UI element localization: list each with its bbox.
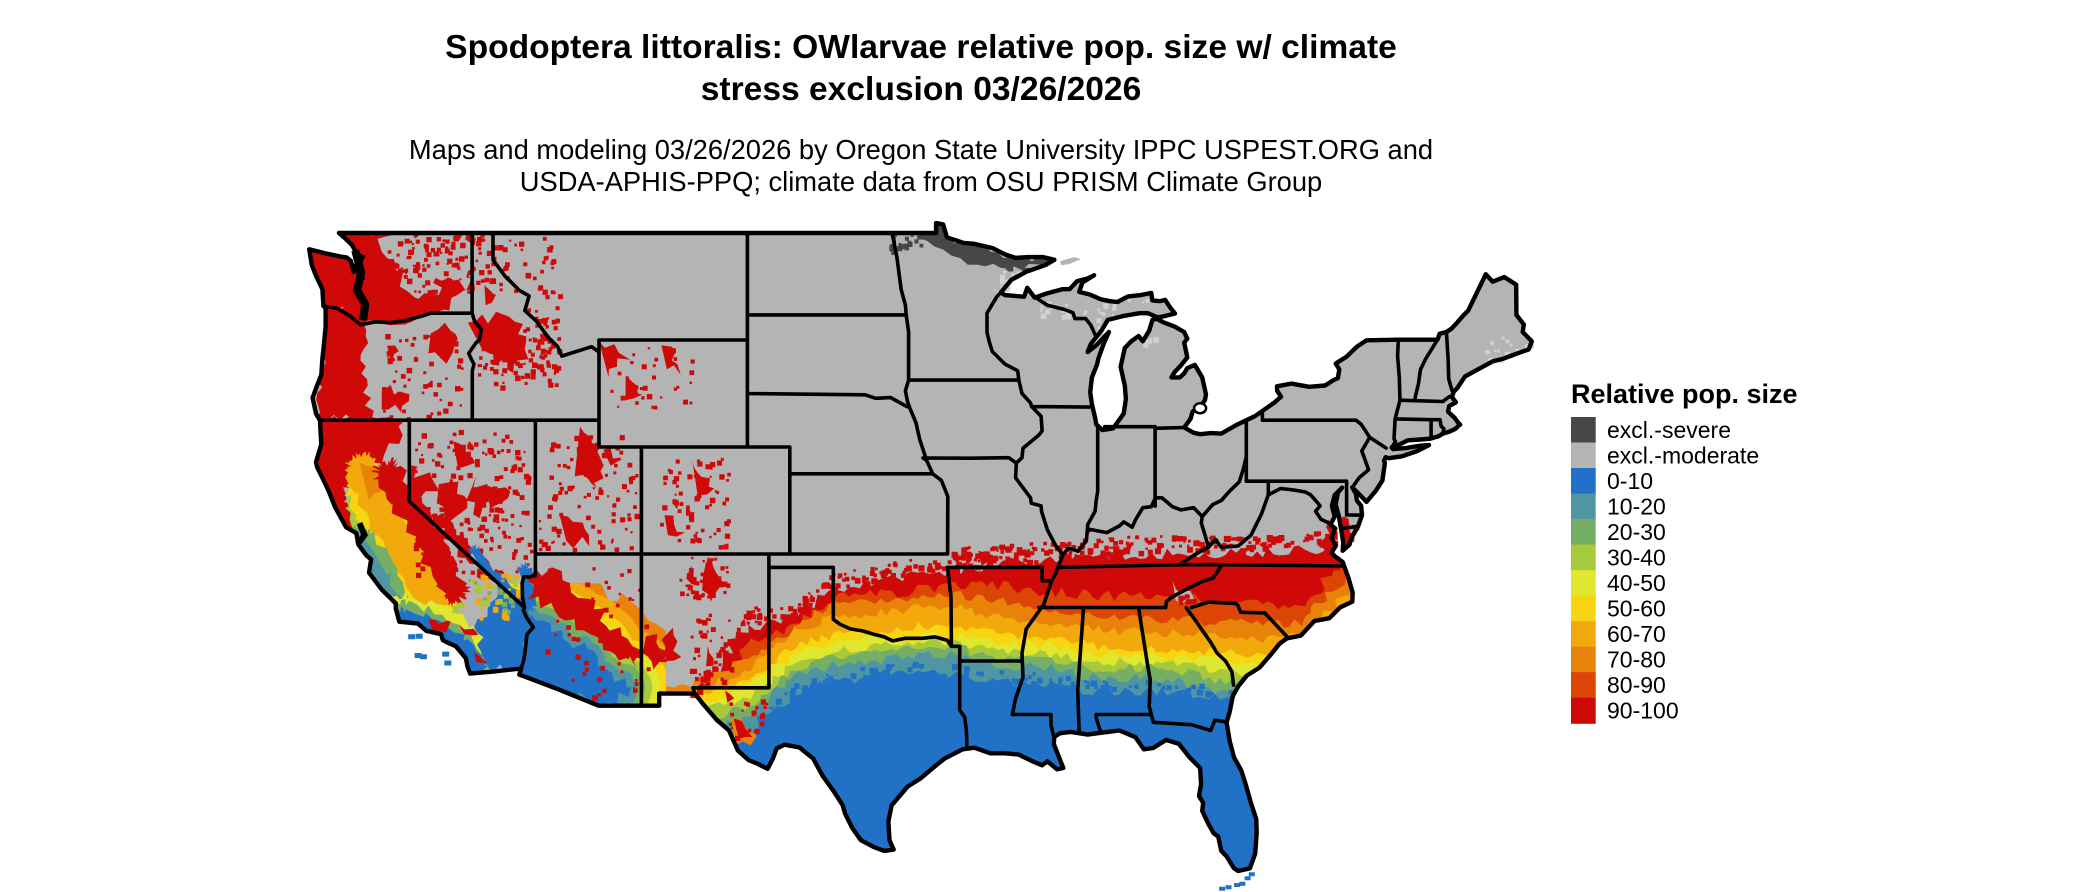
svg-text:70-80: 70-80 bbox=[1607, 646, 1666, 672]
svg-text:USDA-APHIS-PPQ; climate data f: USDA-APHIS-PPQ; climate data from OSU PR… bbox=[520, 166, 1322, 197]
svg-text:30-40: 30-40 bbox=[1607, 544, 1666, 570]
svg-text:excl.-moderate: excl.-moderate bbox=[1607, 442, 1759, 468]
svg-text:Relative pop. size: Relative pop. size bbox=[1571, 379, 1798, 409]
svg-text:Maps and modeling 03/26/2026 b: Maps and modeling 03/26/2026 by Oregon S… bbox=[409, 134, 1433, 165]
svg-text:excl.-severe: excl.-severe bbox=[1607, 417, 1731, 443]
svg-text:80-90: 80-90 bbox=[1607, 672, 1666, 698]
svg-text:40-50: 40-50 bbox=[1607, 570, 1666, 596]
svg-text:0-10: 0-10 bbox=[1607, 468, 1653, 494]
svg-text:20-30: 20-30 bbox=[1607, 519, 1666, 545]
svg-text:Spodoptera littoralis: OWlarva: Spodoptera littoralis: OWlarvae relative… bbox=[445, 29, 1397, 66]
svg-text:stress exclusion 03/26/2026: stress exclusion 03/26/2026 bbox=[701, 71, 1142, 108]
svg-text:10-20: 10-20 bbox=[1607, 493, 1666, 519]
svg-text:60-70: 60-70 bbox=[1607, 621, 1666, 647]
svg-text:90-100: 90-100 bbox=[1607, 698, 1679, 724]
svg-text:50-60: 50-60 bbox=[1607, 595, 1666, 621]
